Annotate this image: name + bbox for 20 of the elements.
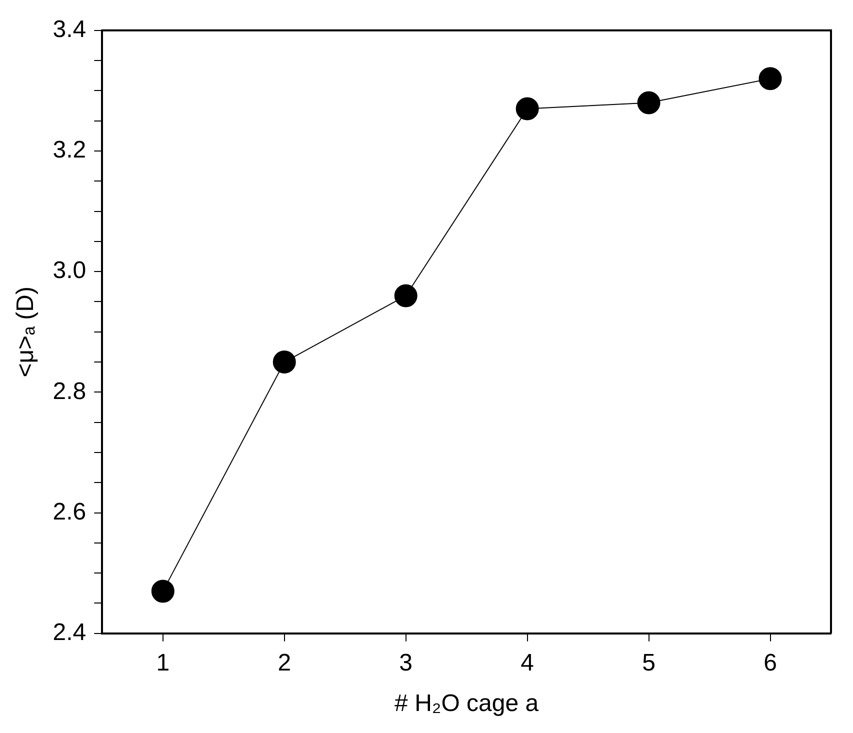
y-tick-label: 3.2 bbox=[52, 136, 86, 164]
point bbox=[516, 97, 539, 120]
y-tick-label: 2.4 bbox=[52, 619, 86, 646]
point bbox=[758, 67, 782, 90]
y-tick-label: 2.8 bbox=[52, 378, 86, 405]
point bbox=[151, 580, 174, 603]
y-tick-label: 3.0 bbox=[52, 257, 86, 284]
x-axis-title: # H₂O cage a bbox=[394, 690, 540, 718]
y-axis-title: <μ>ₐ (D) bbox=[12, 286, 40, 378]
x-tick-label: 5 bbox=[642, 649, 656, 676]
x-tick-label: 1 bbox=[156, 649, 170, 676]
point bbox=[394, 284, 418, 308]
x-tick-label: 3 bbox=[399, 649, 413, 676]
x-tick-label: 4 bbox=[520, 649, 534, 676]
y-tick-label: 3.4 bbox=[52, 16, 86, 44]
x-tick-label: 6 bbox=[764, 649, 777, 676]
point bbox=[272, 350, 296, 374]
x-tick-label: 2 bbox=[278, 649, 292, 676]
point bbox=[637, 91, 660, 114]
y-tick-label: 2.6 bbox=[52, 498, 86, 526]
